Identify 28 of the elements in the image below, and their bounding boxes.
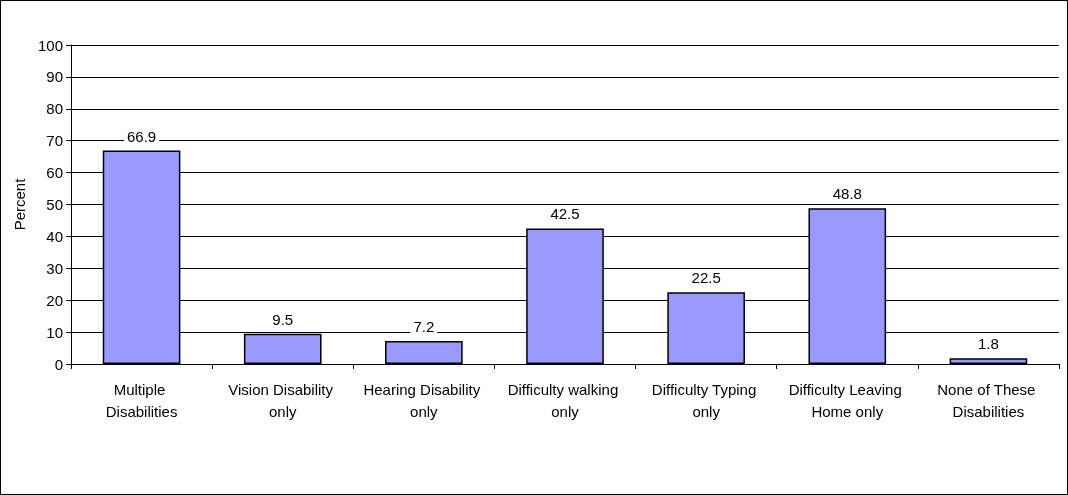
data-label: 7.2 bbox=[413, 318, 435, 336]
x-tick-label: Hearing Disability only bbox=[363, 380, 485, 420]
data-label: 22.5 bbox=[691, 269, 721, 287]
y-tick-label: 70 bbox=[46, 132, 63, 150]
x-tick-label: Difficulty walking only bbox=[507, 380, 623, 420]
y-tick-label: 90 bbox=[46, 68, 63, 86]
data-label: 42.5 bbox=[550, 205, 580, 223]
data-label: 66.9 bbox=[126, 127, 157, 145]
y-tick-label: 50 bbox=[46, 196, 63, 213]
y-tick-label: 60 bbox=[46, 164, 63, 182]
x-tick-label: Vision Disability only bbox=[228, 380, 338, 420]
y-tick-label: 100 bbox=[37, 36, 63, 54]
x-tick-label: Difficulty Leaving Home only bbox=[788, 380, 906, 420]
y-tick-label: 30 bbox=[46, 259, 63, 277]
bar bbox=[385, 341, 463, 364]
y-tick-label: 80 bbox=[46, 100, 63, 118]
y-axis-title: Percent bbox=[11, 177, 29, 231]
y-tick-label: 0 bbox=[54, 355, 63, 373]
x-tick-label: Multiple Disabilities bbox=[105, 380, 178, 420]
data-label: 9.5 bbox=[272, 310, 294, 328]
y-tick-label: 20 bbox=[46, 291, 63, 309]
data-label: 1.8 bbox=[978, 335, 999, 353]
x-tick-label: None of These Disabilities bbox=[937, 380, 1040, 420]
y-tick-label: 10 bbox=[46, 323, 63, 341]
bar bbox=[949, 358, 1028, 364]
data-label: 48.8 bbox=[832, 185, 862, 203]
x-tick-label: Difficulty Typing only bbox=[651, 380, 761, 420]
y-tick-label: 40 bbox=[46, 227, 63, 245]
